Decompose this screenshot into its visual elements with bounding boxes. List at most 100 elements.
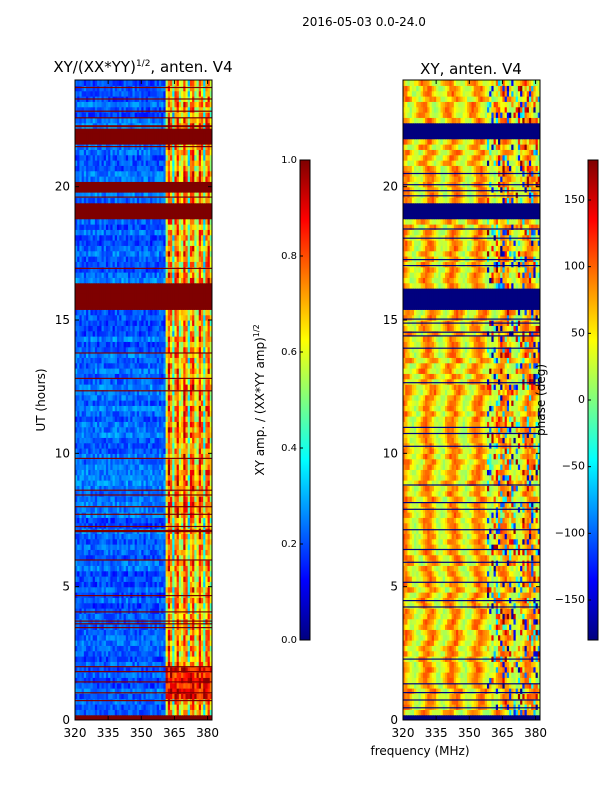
heatmap-cell [152,597,156,604]
heatmap-cell [170,352,173,358]
heatmap-cell [154,357,158,364]
heatmap-cell [128,512,131,518]
heatmap-cell [170,672,173,678]
heatmap-cell [161,512,164,518]
heatmap-cell [150,442,153,449]
heatmap-cell [147,522,151,529]
heatmap-cell [183,565,187,572]
heatmap-cell [158,341,162,348]
heatmap-cell [156,613,160,620]
heatmap-cell [189,341,193,348]
heatmap-cell [203,410,206,417]
heatmap-cell [205,592,209,598]
heatmap-cell [99,389,103,396]
heatmap-cell [136,469,140,476]
heatmap-cell [176,650,180,657]
heatmap-cell [194,506,198,513]
heatmap-cell [114,288,118,294]
heatmap-cell [170,320,173,326]
heatmap-cell [205,426,209,433]
heatmap-cell [165,570,169,577]
heatmap-cell [161,448,164,454]
heatmap-cell [205,453,209,460]
heatmap-cell [119,640,122,646]
heatmap-cell [136,533,140,540]
heatmap-cell [161,320,164,326]
heatmap-cell [79,352,83,358]
heatmap-cell [189,688,193,694]
heatmap-cell [123,304,127,310]
heatmap-cell [178,666,182,673]
heatmap-cell [183,384,187,390]
heatmap-cell [90,362,94,369]
heatmap-cell [132,565,136,572]
heatmap-cell [158,320,162,326]
heatmap-cell [207,698,211,705]
heatmap-cell [203,698,206,705]
heatmap-cell [145,581,149,588]
heatmap-cell [200,373,204,380]
heatmap-cell [158,533,162,540]
heatmap-cell [119,570,122,577]
heatmap-cell [192,293,195,300]
heatmap-cell [203,336,206,342]
heatmap-cell [132,341,136,348]
heatmap-cell [92,325,96,332]
heatmap-cell [192,416,195,422]
heatmap-cell [187,426,191,433]
heatmap-cell [136,357,140,364]
heatmap-cell [141,709,145,716]
heatmap-cell [207,677,211,684]
heatmap-cell [147,544,151,550]
heatmap-cell [183,549,187,556]
heatmap-cell [90,325,94,332]
heatmap-cell [123,645,127,652]
heatmap-cell [97,325,100,332]
heatmap-cell [176,714,180,720]
heatmap-cell [170,293,173,300]
heatmap-cell [183,608,187,614]
heatmap-cell [136,554,140,561]
heatmap-cell [99,544,103,550]
heatmap-cell [119,634,122,641]
heatmap-cell [154,554,158,561]
heatmap-cell [139,661,142,668]
heatmap-cell [77,474,81,481]
heatmap-cell [121,357,125,364]
heatmap-cell [141,640,145,646]
heatmap-cell [119,320,122,326]
heatmap-cell [183,693,187,700]
heatmap-cell [92,586,96,593]
heatmap-cell [75,586,78,593]
heatmap-cell [108,368,111,374]
heatmap-cell [158,570,162,577]
heatmap-cell [110,538,114,545]
heatmap-cell [105,629,109,636]
heatmap-cell [121,394,125,401]
heatmap-cell [181,352,184,358]
heatmap-cell [183,432,187,438]
heatmap-cell [147,490,151,497]
heatmap-cell [139,437,142,444]
heatmap-cell [112,400,116,406]
heatmap-cell [181,672,184,678]
heatmap-cell [90,309,94,316]
heatmap-cell [174,661,178,668]
heatmap-cell [143,576,147,582]
heatmap-cell [167,714,171,720]
heatmap-cell [86,613,89,620]
heatmap-cell [194,293,198,300]
heatmap-cell [94,384,98,390]
heatmap-cell [86,288,89,294]
heatmap-cell [75,576,78,582]
heatmap-cell [88,704,92,710]
heatmap-cell [125,501,129,508]
heatmap-cell [194,597,198,604]
heatmap-cell [178,293,182,300]
heatmap-cell [200,464,204,470]
heatmap-cell [203,362,206,369]
heatmap-cell [134,538,138,545]
heatmap-cell [165,314,169,321]
heatmap-cell [198,533,202,540]
heatmap-cell [145,389,149,396]
